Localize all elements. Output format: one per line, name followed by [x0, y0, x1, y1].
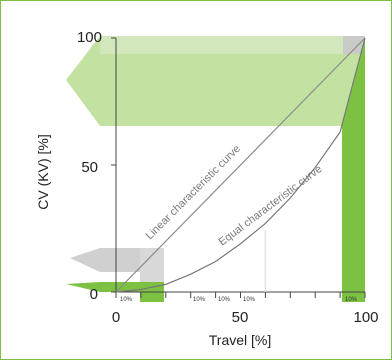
segment-label-4: 10%: [243, 297, 256, 303]
linear-curve-line: [115, 37, 366, 293]
x-tick-label-50: 50: [232, 309, 249, 326]
upper-range-band: [66, 36, 362, 126]
segment-label-5: 10%: [345, 297, 358, 303]
lower-gray-band: [70, 248, 140, 272]
x-axis-title: Travel [%]: [209, 332, 272, 348]
y-tick-label-0: 0: [90, 286, 98, 303]
segment-label-1: 10%: [120, 297, 133, 303]
segment-label-3: 10%: [218, 297, 231, 303]
y-tick-label-50: 50: [81, 159, 98, 176]
highlight-bands: [66, 36, 365, 302]
equal-curve-label: Equal characteristic curve: [217, 163, 325, 248]
segment-label-2: 10%: [193, 297, 206, 303]
right-range-strip: [342, 40, 365, 292]
linear-curve-label: Linear characteristic curve: [144, 143, 243, 242]
curves: [115, 37, 366, 293]
x-tick-label-100: 100: [353, 309, 378, 326]
x-tick-label-0: 0: [112, 309, 120, 326]
y-axis-title: CV (KV) [%]: [35, 134, 51, 209]
y-tick-label-100: 100: [77, 29, 102, 46]
equal-curve-line: [115, 37, 366, 293]
right-range-strip-foot: [342, 292, 365, 302]
upper-range-top-band: [100, 36, 362, 54]
upper-corner-gray: [343, 36, 365, 54]
axes: [111, 37, 366, 298]
lower-gray-column: [140, 248, 164, 282]
